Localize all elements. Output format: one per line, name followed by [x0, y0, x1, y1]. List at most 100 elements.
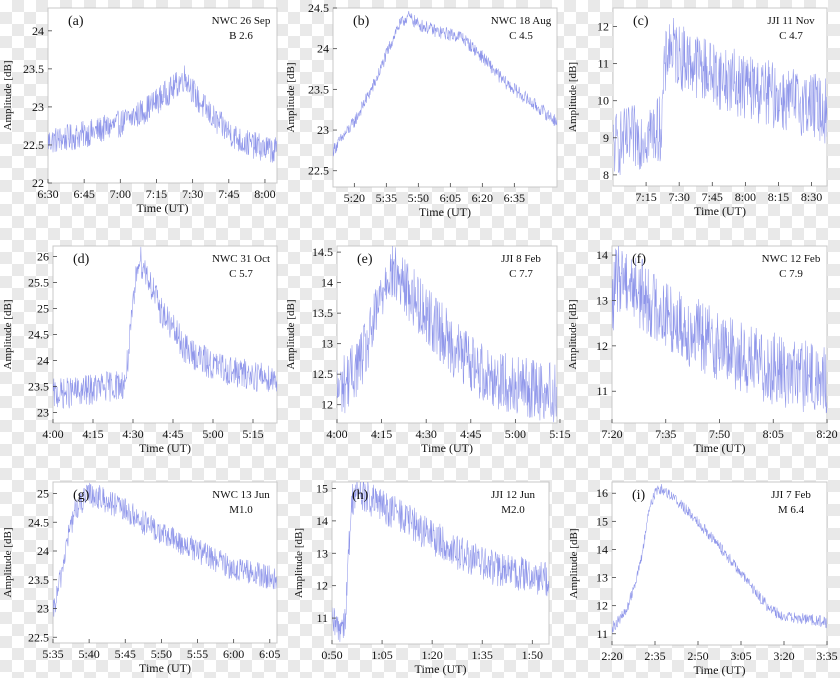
- y-axis-label: Amplitude [dB]: [2, 528, 14, 598]
- x-tick-label: 5:20: [344, 191, 365, 205]
- y-tick-label: 13: [316, 546, 328, 560]
- y-tick-label: 12: [596, 339, 608, 353]
- x-tick-label: 5:35: [42, 647, 63, 661]
- y-tick-label: 9: [603, 131, 609, 145]
- chart-panel-8: 11 12 13 14 15 0:50 1:05 1:20 1:35 1:50 Time (UT) A…: [293, 481, 550, 676]
- station-annotation: JJI 7 Feb: [771, 489, 811, 501]
- y-tick-label: 11: [316, 611, 328, 625]
- y-tick-label: 23.5: [28, 380, 49, 394]
- x-tick-label: 4:15: [371, 427, 392, 441]
- x-tick-label: 6:00: [223, 647, 244, 661]
- chart-panel-4: 23 23.5 24 24.5 25 25.5 26 4:00 4:15 4:30 4:45 5:00…: [2, 245, 278, 455]
- x-tick-label: 6:30: [37, 187, 58, 201]
- station-annotation: NWC 31 Oct: [212, 253, 270, 265]
- panel-label: (c): [633, 14, 649, 29]
- y-tick-label: 24: [37, 354, 49, 368]
- x-tick-label: 6:05: [440, 191, 461, 205]
- y-tick-label: 23.5: [23, 62, 44, 76]
- x-tick-label: 3:05: [730, 649, 751, 663]
- y-tick-label: 23.5: [28, 573, 49, 587]
- x-tick-label: 8:15: [768, 190, 789, 204]
- x-tick-label: 7:15: [146, 187, 167, 201]
- x-tick-label: 8:00: [735, 190, 756, 204]
- x-tick-label: 7:15: [635, 190, 656, 204]
- x-tick-label: 7:35: [655, 427, 676, 441]
- chart-panel-9: 11 12 13 14 15 16 2:20 2:35 2:50 3:05 3:20 3:35 Time…: [568, 481, 838, 677]
- y-tick-label: 14.5: [312, 245, 333, 259]
- y-axis-label: Amplitude [dB]: [567, 300, 579, 370]
- x-tick-label: 3:20: [773, 649, 794, 663]
- series-line: [48, 65, 277, 163]
- flare-class-annotation: B 2.6: [229, 30, 253, 42]
- station-annotation: JJI 12 Jun: [491, 489, 536, 501]
- y-tick-label: 11: [596, 627, 608, 641]
- y-tick-label: 24: [37, 544, 49, 558]
- chart-panel-6: 11 12 13 14 7:20 7:35 7:50 8:05 8:20 Time (UT) Amp…: [567, 245, 838, 455]
- x-tick-label: 7:50: [709, 427, 730, 441]
- y-tick-label: 12: [321, 398, 333, 412]
- chart-panel-7: 22.5 23 23.5 24 24.5 25 5:35 5:40 5:45 5:50 5:55 6:…: [2, 481, 280, 675]
- y-tick-label: 25: [37, 301, 49, 315]
- panel-label: (d): [73, 252, 90, 267]
- x-tick-label: 6:35: [504, 191, 525, 205]
- y-axis-label: Amplitude [dB]: [567, 62, 579, 132]
- x-tick-label: 8:05: [763, 427, 784, 441]
- x-axis-label: Time (UT): [137, 201, 189, 215]
- x-axis-label: Time (UT): [419, 205, 471, 219]
- flare-class-annotation: C 7.7: [509, 268, 533, 280]
- y-tick-label: 11: [597, 57, 609, 71]
- station-annotation: NWC 13 Jun: [212, 489, 270, 501]
- x-tick-label: 5:00: [505, 427, 526, 441]
- y-tick-label: 14: [596, 542, 608, 556]
- x-tick-label: 5:15: [549, 427, 570, 441]
- x-tick-label: 5:45: [115, 647, 136, 661]
- x-tick-label: 7:20: [601, 427, 622, 441]
- y-tick-label: 24.5: [28, 515, 49, 529]
- x-axis-label: Time (UT): [694, 441, 746, 455]
- y-tick-label: 24.5: [308, 1, 329, 15]
- y-axis-label: Amplitude [dB]: [2, 300, 14, 370]
- flare-class-annotation: C 4.5: [509, 30, 533, 42]
- y-tick-label: 16: [596, 486, 608, 500]
- x-tick-label: 7:45: [218, 187, 239, 201]
- y-tick-label: 12: [597, 20, 609, 34]
- y-tick-label: 12: [596, 599, 608, 613]
- y-tick-label: 8: [603, 168, 609, 182]
- y-tick-label: 25: [37, 487, 49, 501]
- station-annotation: NWC 18 Aug: [491, 15, 552, 27]
- x-tick-label: 4:15: [82, 427, 103, 441]
- flare-class-annotation: C 5.7: [229, 268, 253, 280]
- x-axis-label: Time (UT): [415, 662, 467, 676]
- x-axis-label: Time (UT): [139, 441, 191, 455]
- chart-panel-2: 22.5 23 23.5 24 24.5 5:20 5:35 5:50 6:05 6:20 6:35…: [285, 1, 558, 219]
- y-tick-label: 14: [596, 248, 608, 262]
- x-tick-label: 0:50: [321, 648, 342, 662]
- y-tick-label: 22: [32, 176, 44, 190]
- panel-label: (e): [357, 252, 373, 267]
- station-annotation: NWC 12 Feb: [762, 253, 821, 265]
- x-tick-label: 4:00: [42, 427, 63, 441]
- x-tick-label: 2:20: [601, 649, 622, 663]
- x-tick-label: 4:45: [460, 427, 481, 441]
- flare-class-annotation: M 6.4: [778, 504, 805, 516]
- y-tick-label: 15: [596, 514, 608, 528]
- x-tick-label: 6:45: [73, 187, 94, 201]
- y-tick-label: 22.5: [308, 164, 329, 178]
- y-axis-label: Amplitude [dB]: [285, 63, 297, 133]
- y-tick-label: 22.5: [28, 630, 49, 644]
- y-tick-label: 24.5: [28, 328, 49, 342]
- x-tick-label: 4:30: [122, 427, 143, 441]
- y-tick-label: 24: [32, 24, 44, 38]
- y-tick-label: 13: [596, 571, 608, 585]
- flare-class-annotation: C 4.7: [779, 30, 803, 42]
- y-tick-label: 14: [316, 514, 328, 528]
- x-tick-label: 8:00: [254, 187, 275, 201]
- y-axis-label: Amplitude [dB]: [2, 61, 14, 131]
- x-tick-label: 4:45: [162, 427, 183, 441]
- series-line: [53, 482, 277, 617]
- x-tick-label: 7:30: [182, 187, 203, 201]
- y-tick-label: 13: [596, 293, 608, 307]
- y-axis-label: Amplitude [dB]: [293, 528, 305, 598]
- y-tick-label: 25.5: [28, 275, 49, 289]
